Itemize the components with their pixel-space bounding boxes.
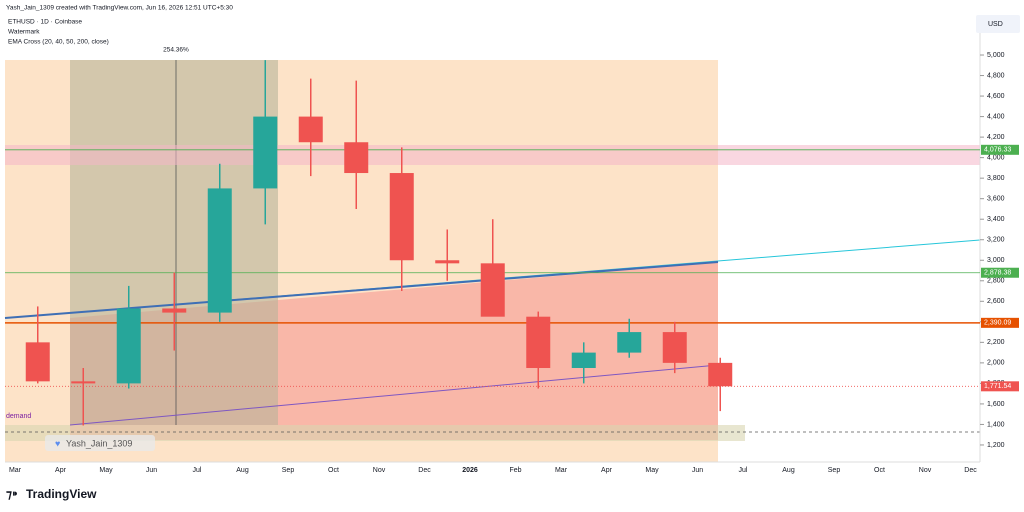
y-tick-label: 4,000: [987, 154, 1005, 161]
watermark: Yash_Jain_1309: [66, 438, 132, 448]
level-label: 2,390.09: [984, 320, 1011, 327]
candle-body: [116, 308, 141, 384]
x-tick-label: Feb: [509, 467, 521, 474]
candle-body: [253, 116, 278, 189]
currency-box: [976, 15, 1020, 33]
logo-mark: ⁊⁍: [6, 487, 18, 501]
watermark-heart: ♥: [55, 438, 60, 448]
candle-body: [71, 381, 96, 384]
credit: Yash_Jain_1309 created with TradingView.…: [6, 5, 233, 12]
x-tick-label: Aug: [236, 467, 249, 474]
x-tick-label: Nov: [373, 467, 386, 474]
x-tick-label: Dec: [418, 467, 431, 474]
move-label: 254.36%: [163, 47, 189, 54]
x-tick-label: Mar: [555, 467, 568, 474]
x-tick-label: Jun: [146, 467, 157, 474]
rally-box: [70, 60, 278, 425]
candle-body: [25, 342, 50, 382]
y-tick-label: 3,200: [987, 237, 1005, 244]
logo: TradingView: [26, 487, 97, 501]
x-tick-label: May: [645, 467, 659, 474]
y-tick-label: 5,000: [987, 52, 1005, 59]
candle-body: [344, 142, 369, 174]
y-tick-label: 4,200: [987, 134, 1005, 141]
level-label: 4,076.33: [984, 147, 1011, 154]
candle-body: [708, 362, 733, 387]
x-tick-label: Apr: [601, 467, 613, 474]
candle-body: [435, 260, 460, 264]
y-tick-label: 3,800: [987, 175, 1005, 182]
x-tick-label: Dec: [964, 467, 977, 474]
y-tick-label: 4,800: [987, 72, 1005, 79]
x-tick-label: Sep: [828, 467, 841, 474]
y-tick-label: 1,200: [987, 442, 1005, 449]
y-tick-label: 1,600: [987, 401, 1005, 408]
x-tick-label: Jun: [692, 467, 703, 474]
level-tag: [981, 317, 1019, 328]
x-tick-label: Aug: [782, 467, 795, 474]
subtitle: Watermark: [8, 29, 40, 36]
level-tag: [981, 267, 1019, 278]
level-tag: [981, 381, 1019, 392]
zone-label: demand: [6, 413, 31, 420]
level-tag: [981, 144, 1019, 155]
indicator: EMA Cross (20, 40, 50, 200, close): [8, 39, 109, 46]
y-tick-label: 1,400: [987, 421, 1005, 428]
y-tick-label: 2,200: [987, 339, 1005, 346]
candle-body: [162, 308, 187, 313]
x-tick-label: Oct: [328, 467, 339, 474]
candle-body: [617, 332, 642, 353]
y-tick-label: 2,000: [987, 360, 1005, 367]
resistance-band: [5, 145, 980, 165]
y-tick-label: 3,400: [987, 216, 1005, 223]
level-label: 1,771.54: [984, 383, 1011, 390]
y-tick-label: 3,000: [987, 257, 1005, 264]
x-tick-label: Jul: [739, 467, 748, 474]
y-tick-label: 4,400: [987, 113, 1005, 120]
x-tick-label: Jul: [193, 467, 202, 474]
candle-body: [480, 263, 505, 317]
x-tick-label: Apr: [55, 467, 67, 474]
y-tick-label: 2,800: [987, 278, 1005, 285]
candle-body: [298, 116, 323, 143]
symbol-title: ETHUSD · 1D · Coinbase: [8, 19, 82, 26]
y-tick-label: 3,600: [987, 196, 1005, 203]
candle-body: [662, 332, 687, 363]
currency: USD: [988, 21, 1003, 28]
x-tick-label: Oct: [874, 467, 885, 474]
x-tick-label: 2026: [462, 467, 478, 474]
x-tick-label: Nov: [919, 467, 932, 474]
watermark-box: [45, 435, 155, 451]
candle-body: [207, 188, 232, 313]
x-tick-label: Sep: [282, 467, 295, 474]
level-label: 2,878.38: [984, 270, 1011, 277]
x-tick-label: May: [99, 467, 113, 474]
candle-body: [571, 352, 596, 369]
y-tick-label: 2,600: [987, 298, 1005, 305]
candle-body: [389, 173, 414, 261]
lower-trendline: [69, 364, 719, 426]
x-tick-label: Mar: [9, 467, 22, 474]
y-tick-label: 4,600: [987, 93, 1005, 100]
candle-body: [526, 316, 551, 369]
demand-band: [5, 425, 745, 441]
